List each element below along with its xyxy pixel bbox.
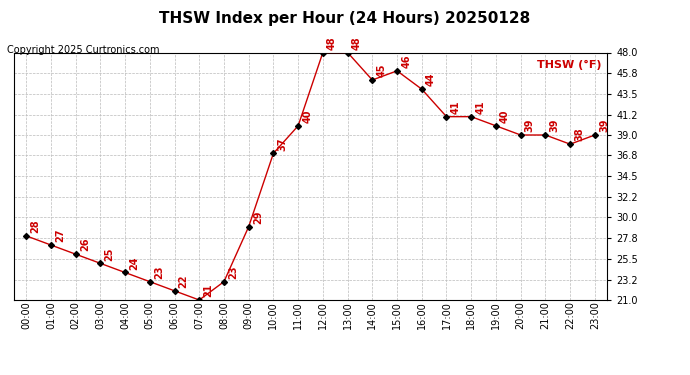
- Text: 38: 38: [574, 128, 584, 141]
- Text: 41: 41: [475, 100, 485, 114]
- Text: 48: 48: [352, 36, 362, 50]
- Text: 37: 37: [277, 137, 288, 150]
- Text: THSW (°F): THSW (°F): [537, 60, 601, 70]
- Text: 24: 24: [129, 256, 139, 270]
- Text: Copyright 2025 Curtronics.com: Copyright 2025 Curtronics.com: [7, 45, 159, 55]
- Text: 39: 39: [549, 119, 560, 132]
- Text: 21: 21: [204, 284, 213, 297]
- Text: 40: 40: [500, 110, 510, 123]
- Text: 28: 28: [30, 219, 40, 233]
- Text: 27: 27: [55, 229, 65, 242]
- Text: 48: 48: [327, 36, 337, 50]
- Text: 46: 46: [401, 54, 411, 68]
- Text: 26: 26: [80, 238, 90, 251]
- Text: 40: 40: [302, 110, 313, 123]
- Text: THSW Index per Hour (24 Hours) 20250128: THSW Index per Hour (24 Hours) 20250128: [159, 11, 531, 26]
- Text: 45: 45: [377, 64, 386, 77]
- Text: 39: 39: [599, 119, 609, 132]
- Text: 23: 23: [154, 266, 164, 279]
- Text: 29: 29: [253, 210, 263, 224]
- Text: 25: 25: [104, 247, 115, 261]
- Text: 44: 44: [426, 73, 436, 86]
- Text: 39: 39: [525, 119, 535, 132]
- Text: 22: 22: [179, 274, 188, 288]
- Text: 41: 41: [451, 100, 461, 114]
- Text: 23: 23: [228, 266, 238, 279]
